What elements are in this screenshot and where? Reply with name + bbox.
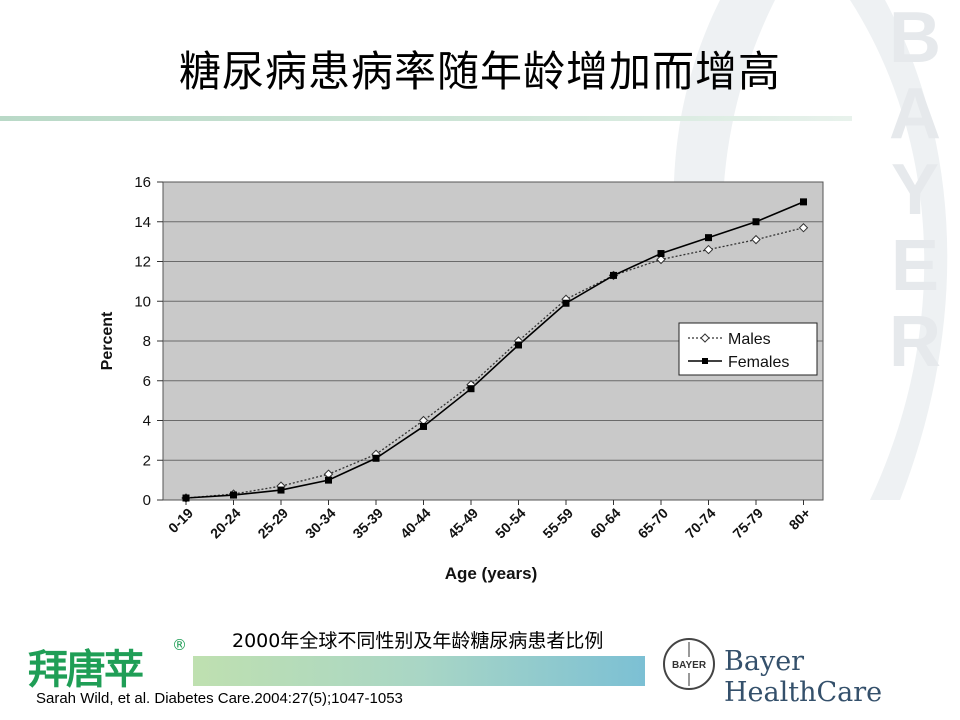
x-tick-labels: 0-19 20-24 25-29 30-34 35-39 40-44 45-49 50-54 5… bbox=[165, 505, 814, 542]
x-tick-label: 75-79 bbox=[729, 505, 766, 542]
glucobay-logo: 拜唐苹 bbox=[28, 647, 144, 693]
bayer-cross-text: BAYER bbox=[672, 660, 707, 671]
data-point-females bbox=[515, 341, 522, 349]
line-chart: 0 2 4 6 8 10 12 14 16 0-19 20-24 25-29 30-34 35-39 40… bbox=[99, 174, 824, 583]
data-point-males bbox=[656, 254, 666, 265]
data-point-females bbox=[705, 234, 712, 242]
data-point-females bbox=[420, 422, 427, 430]
watermark-letter: R bbox=[889, 302, 941, 382]
watermark-letter: B bbox=[889, 0, 941, 78]
y-tick-label: 14 bbox=[134, 214, 151, 231]
slide-title: 糖尿病患病率随年龄增加而增高 bbox=[178, 47, 781, 96]
data-point-females bbox=[610, 271, 617, 279]
y-tick-label: 10 bbox=[134, 293, 151, 310]
x-tick-label: 60-64 bbox=[587, 505, 624, 542]
y-axis-label: Percent bbox=[99, 311, 116, 370]
data-point-females bbox=[230, 491, 237, 499]
y-tick-label: 16 bbox=[134, 174, 151, 191]
data-point-females bbox=[562, 299, 570, 307]
x-tick-label: 65-70 bbox=[634, 505, 671, 542]
citation: Sarah Wild, et al. Diabetes Care.2004:27… bbox=[36, 690, 403, 707]
watermark-letter: Y bbox=[890, 150, 940, 230]
bayer-healthcare-logo: Bayer HealthCare bbox=[724, 646, 883, 708]
x-tick-label: 80+ bbox=[786, 505, 814, 533]
data-point-females bbox=[277, 486, 285, 494]
y-tick-label: 6 bbox=[143, 373, 151, 390]
watermark-letter: A bbox=[889, 74, 941, 154]
x-tick-label: 40-44 bbox=[397, 505, 434, 542]
y-tick-label: 0 bbox=[143, 492, 151, 509]
x-tick-label: 0-19 bbox=[165, 505, 196, 536]
legend-label-females: Females bbox=[728, 354, 789, 371]
data-point-females bbox=[657, 250, 665, 258]
footer-gradient-bar bbox=[193, 656, 645, 686]
data-point-females bbox=[752, 218, 760, 226]
y-tick-label: 8 bbox=[143, 333, 151, 350]
y-tick-label: 12 bbox=[134, 254, 151, 271]
x-tick-label: 55-59 bbox=[539, 505, 576, 542]
x-tick-label: 20-24 bbox=[207, 505, 244, 542]
series-markers bbox=[181, 198, 809, 503]
data-point-males bbox=[798, 223, 809, 233]
series-line-females bbox=[185, 201, 804, 499]
data-point-males bbox=[751, 234, 761, 245]
x-axis-label: Age (years) bbox=[445, 564, 538, 583]
gridlines bbox=[157, 181, 823, 505]
x-tick-label: 45-49 bbox=[444, 505, 481, 542]
series-line-males bbox=[185, 227, 804, 499]
legend-marker-males bbox=[700, 333, 710, 343]
bayer-cross-logo: BAYER bbox=[663, 638, 715, 690]
x-tick-label: 30-34 bbox=[302, 505, 339, 542]
x-tick-label: 70-74 bbox=[682, 505, 719, 542]
data-point-females bbox=[182, 494, 190, 502]
data-point-females bbox=[467, 385, 475, 393]
y-tick-label: 4 bbox=[143, 413, 151, 430]
legend-label-males: Males bbox=[728, 331, 771, 348]
figure-caption: 2000年全球不同性别及年龄糖尿病患者比例 bbox=[232, 630, 604, 652]
y-tick-label: 2 bbox=[143, 452, 151, 469]
legend: Males Females bbox=[678, 322, 818, 376]
data-point-females bbox=[800, 198, 807, 206]
bayer-watermark: B A Y E R bbox=[870, 0, 960, 460]
data-point-females bbox=[325, 476, 332, 484]
x-tick-label: 25-29 bbox=[254, 505, 291, 542]
registered-mark: ® bbox=[172, 636, 187, 654]
legend-box bbox=[678, 322, 818, 376]
x-tick-label: 50-54 bbox=[492, 505, 529, 542]
legend-marker-females bbox=[702, 358, 708, 364]
watermark-letter: E bbox=[890, 226, 940, 306]
chart-container: 0 2 4 6 8 10 12 14 16 0-19 20-24 25-29 30-34 35-39 40… bbox=[90, 165, 830, 595]
series-lines bbox=[185, 201, 804, 499]
title-divider bbox=[0, 116, 852, 121]
y-tick-labels: 0 2 4 6 8 10 12 14 16 bbox=[134, 174, 151, 509]
data-point-females bbox=[372, 454, 380, 462]
x-tick-label: 35-39 bbox=[349, 505, 386, 542]
data-point-males bbox=[703, 244, 714, 255]
